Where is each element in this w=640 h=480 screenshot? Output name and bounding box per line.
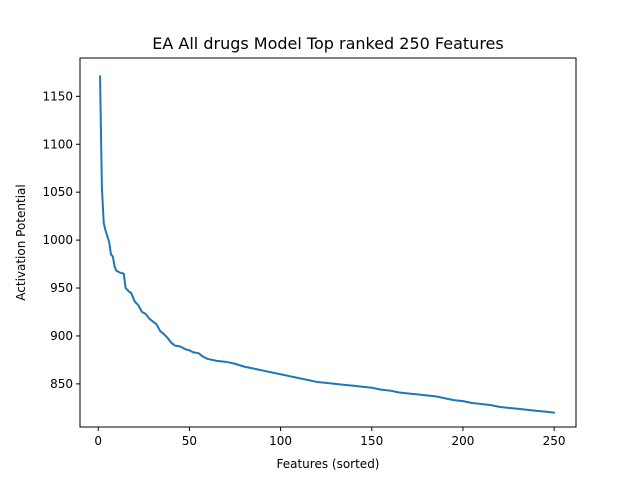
y-tick-label: 850 — [50, 377, 73, 391]
x-tick-label: 50 — [182, 434, 197, 448]
x-tick-label: 200 — [451, 434, 474, 448]
y-tick-label: 1000 — [42, 233, 73, 247]
y-tick-label: 1050 — [42, 185, 73, 199]
y-tick-label: 1150 — [42, 89, 73, 103]
x-tick-label: 250 — [543, 434, 566, 448]
x-tick-label: 150 — [360, 434, 383, 448]
x-tick-label: 100 — [269, 434, 292, 448]
plot-frame — [79, 57, 577, 428]
chart-title: EA All drugs Model Top ranked 250 Featur… — [152, 34, 503, 53]
axis-ticks: 0 50 100 150 200 250 850 900 950 1000 1050 1100 1150 — [42, 89, 565, 448]
x-tick-label: 0 — [94, 434, 102, 448]
x-axis-label: Features (sorted) — [276, 457, 379, 471]
y-tick-label: 950 — [50, 281, 73, 295]
y-tick-label: 900 — [50, 329, 73, 343]
y-tick-label: 1100 — [42, 137, 73, 151]
y-axis-label: Activation Potential — [14, 184, 28, 300]
series-line — [99, 75, 556, 414]
series-group — [99, 75, 556, 414]
